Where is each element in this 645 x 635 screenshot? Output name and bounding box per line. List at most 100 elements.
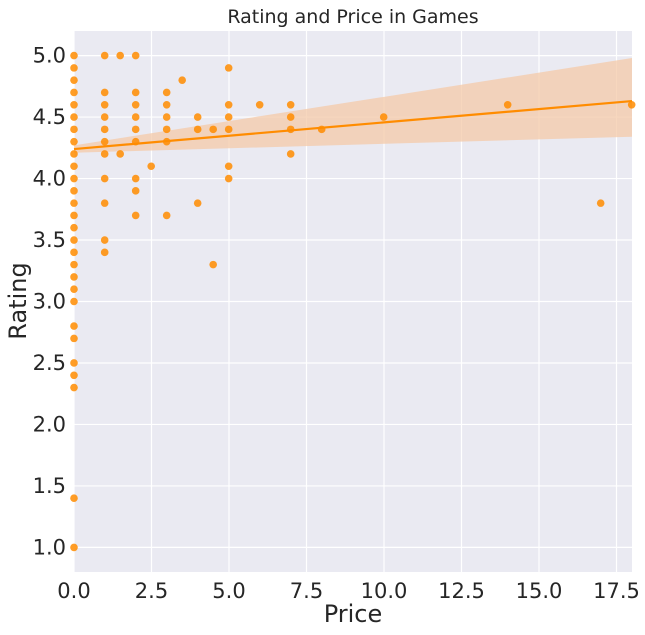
data-point [70, 359, 78, 367]
x-tick-label: 0.0 [57, 579, 90, 603]
data-point [100, 113, 109, 121]
data-point [162, 125, 171, 134]
data-points [70, 51, 636, 552]
data-point [70, 113, 78, 121]
x-tick-label: 10.0 [361, 579, 408, 603]
data-point [224, 162, 233, 171]
data-point [162, 100, 171, 109]
x-axis-label: Price [324, 600, 383, 628]
data-point [70, 223, 78, 232]
x-tick-label: 5.0 [212, 579, 245, 603]
data-point [70, 76, 78, 84]
regression-line [73, 99, 633, 151]
data-point [286, 113, 295, 121]
data-point [131, 211, 140, 220]
data-point [503, 100, 512, 109]
data-point [70, 150, 78, 158]
data-point [100, 51, 109, 60]
data-point [193, 125, 202, 134]
data-point [70, 174, 78, 183]
y-tick-label: 4.0 [33, 167, 66, 191]
y-tick-label: 3.5 [33, 228, 66, 252]
data-point [162, 211, 171, 220]
data-point [70, 88, 78, 97]
data-point [209, 260, 217, 269]
data-point [224, 100, 233, 109]
data-point [178, 76, 186, 84]
data-point [70, 260, 78, 269]
data-point [193, 199, 202, 207]
data-point [596, 199, 605, 207]
data-point [100, 174, 109, 183]
data-point [100, 137, 109, 146]
x-tick-label: 7.5 [290, 579, 323, 603]
data-point [131, 100, 140, 109]
y-axis-label: Rating [4, 262, 32, 339]
data-point [70, 199, 78, 207]
data-point [116, 150, 124, 158]
chart-title: Rating and Price in Games [227, 6, 478, 28]
data-point [100, 100, 109, 109]
data-point [116, 51, 124, 60]
x-tick-label: 2.5 [135, 579, 168, 603]
x-tick-label: 15.0 [516, 579, 563, 603]
x-tick-label: 17.5 [593, 579, 640, 603]
data-point [131, 174, 140, 183]
y-tick-label: 3.0 [33, 290, 66, 314]
x-tick-labels: 0.0 2.5 5.0 7.5 10.0 12.5 15.0 17.5 [57, 579, 640, 603]
data-point [70, 543, 78, 552]
data-point [131, 51, 140, 60]
data-point [70, 51, 78, 60]
data-point [100, 88, 109, 97]
data-point [131, 88, 140, 97]
data-point [70, 322, 78, 330]
y-tick-label: 2.5 [33, 351, 66, 375]
data-point [627, 100, 636, 109]
y-tick-labels: 1.0 1.5 2.0 2.5 3.0 3.5 4.0 4.5 5.0 [33, 44, 66, 560]
data-point [70, 211, 78, 220]
data-point [70, 100, 78, 109]
data-point [70, 297, 78, 306]
data-point [286, 100, 295, 109]
data-point [70, 273, 78, 281]
data-point [209, 125, 217, 134]
data-point [70, 383, 78, 392]
data-point [286, 150, 295, 158]
x-tick-label: 12.5 [438, 579, 485, 603]
data-point [224, 113, 233, 121]
data-point [70, 236, 78, 244]
data-point [162, 88, 171, 97]
data-point [70, 285, 78, 294]
data-point [100, 125, 109, 134]
data-point [379, 113, 388, 121]
data-point [224, 125, 233, 134]
y-tick-label: 5.0 [33, 44, 66, 68]
data-point [193, 113, 202, 121]
data-point [70, 494, 78, 503]
data-point [70, 248, 78, 257]
y-tick-label: 2.0 [33, 412, 66, 436]
y-tick-label: 1.5 [33, 474, 66, 498]
data-point [70, 64, 78, 72]
data-point [100, 236, 109, 244]
data-point [70, 162, 78, 171]
data-point [224, 64, 233, 72]
data-point [162, 113, 171, 121]
data-point [100, 150, 109, 158]
data-point [100, 248, 109, 257]
data-point [70, 187, 78, 195]
data-point [70, 371, 78, 380]
data-point [70, 137, 78, 146]
data-point [131, 125, 140, 134]
data-point [100, 199, 109, 207]
data-point [224, 174, 233, 183]
y-tick-label: 4.5 [33, 105, 66, 129]
y-tick-label: 1.0 [33, 535, 66, 559]
data-point [147, 162, 155, 171]
data-point [70, 334, 78, 343]
data-point [70, 125, 78, 134]
data-point [255, 100, 264, 109]
data-point [131, 113, 140, 121]
data-point [131, 187, 140, 195]
